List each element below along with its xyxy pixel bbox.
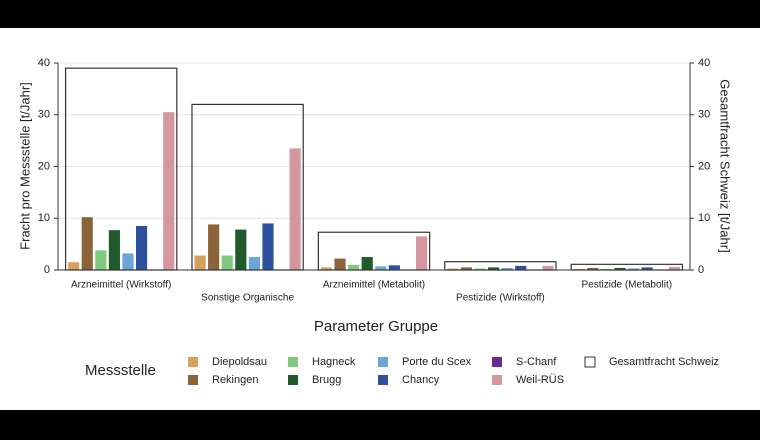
bar — [488, 267, 500, 270]
bar — [388, 265, 400, 270]
bar — [289, 148, 301, 270]
total-box — [191, 103, 304, 271]
bar — [81, 217, 93, 270]
y2-axis-title: Gesamtfracht Schweiz [t/Jahr] — [718, 79, 733, 252]
bar — [248, 257, 260, 270]
bar — [235, 229, 247, 270]
x-axis-title: Parameter Gruppe — [314, 318, 438, 335]
legend-swatch — [378, 357, 388, 367]
y2-tick-label: 0 — [698, 264, 704, 276]
bar — [460, 267, 473, 270]
total-box — [317, 231, 431, 271]
y-axis-title: Fracht pro Messstelle [t/Jahr] — [17, 82, 32, 250]
y2-tick-label: 10 — [698, 212, 710, 224]
y2-tick-label: 40 — [698, 57, 710, 69]
y-tick-label: 30 — [38, 109, 50, 121]
bar — [108, 230, 120, 270]
x-tick-label: Pestizide (Metabolit) — [582, 280, 673, 291]
y-tick-label: 0 — [44, 264, 50, 276]
y-tick-label: 40 — [38, 57, 50, 69]
bar — [361, 257, 373, 270]
x-tick-label: Sonstige Organische — [201, 293, 294, 304]
y2-tick-label: 20 — [698, 160, 710, 172]
y-tick-label: 10 — [38, 212, 50, 224]
bar — [501, 267, 513, 270]
bar — [447, 268, 459, 270]
legend-label: Rekingen — [212, 374, 258, 386]
y-tick-label: 20 — [38, 160, 50, 172]
legend-swatch — [492, 357, 502, 367]
bar — [668, 266, 680, 270]
bar — [320, 267, 333, 270]
legend-label: Weil-RÜS — [516, 374, 564, 386]
bar — [474, 268, 486, 270]
bar — [348, 264, 360, 270]
total-box — [570, 263, 684, 271]
legend-swatch — [288, 375, 298, 385]
legend-label: Porte du Scex — [402, 356, 472, 368]
bar — [542, 265, 554, 270]
legend-label: Chancy — [402, 374, 440, 386]
bar — [515, 265, 527, 270]
bar — [208, 224, 220, 270]
total-box — [64, 67, 178, 271]
bar — [95, 250, 107, 270]
bar — [221, 255, 233, 270]
total-box — [444, 261, 557, 271]
legend-label: Brugg — [312, 374, 341, 386]
legend-label: Gesamtfracht Schweiz — [609, 356, 719, 368]
legend-swatch — [492, 375, 502, 385]
bottom-band — [0, 410, 760, 440]
legend-title: Messstelle — [85, 362, 156, 379]
legend-swatch — [188, 375, 198, 385]
bar — [641, 267, 653, 270]
y2-tick-label: 30 — [698, 109, 710, 121]
bar — [375, 266, 387, 270]
bar — [68, 262, 80, 270]
legend-label: S-Chanf — [516, 356, 557, 368]
bar — [415, 236, 428, 270]
bar — [194, 255, 206, 270]
bar — [614, 267, 626, 270]
bar — [122, 253, 134, 270]
top-band — [0, 0, 760, 28]
legend-swatch — [188, 357, 198, 367]
x-tick-label: Arzneimittel (Metabolit) — [323, 280, 425, 291]
bar — [163, 112, 175, 270]
bar — [587, 267, 599, 270]
bar — [136, 226, 148, 270]
legend-swatch — [378, 375, 388, 385]
legend-label: Diepoldsau — [212, 356, 267, 368]
legend-swatch — [288, 357, 298, 367]
x-tick-label: Pestizide (Wirkstoff) — [456, 293, 545, 304]
x-tick-label: Arzneimittel (Wirkstoff) — [71, 280, 171, 291]
bar — [628, 268, 640, 270]
legend-label: Hagneck — [312, 356, 356, 368]
legend-swatch — [584, 356, 596, 368]
bar — [334, 258, 346, 270]
bar — [262, 223, 274, 270]
